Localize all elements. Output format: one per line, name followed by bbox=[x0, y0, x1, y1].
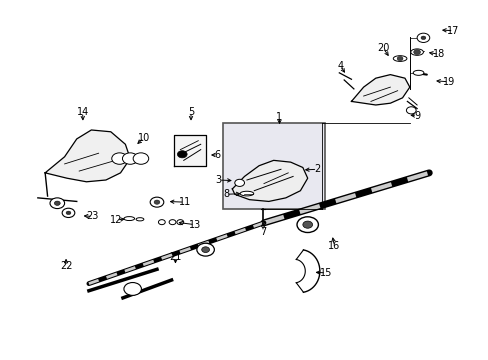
Polygon shape bbox=[174, 135, 205, 166]
Circle shape bbox=[158, 220, 165, 225]
Text: 19: 19 bbox=[442, 77, 454, 87]
Circle shape bbox=[420, 36, 425, 40]
Text: 8: 8 bbox=[223, 189, 228, 199]
Circle shape bbox=[112, 153, 127, 164]
Circle shape bbox=[296, 217, 318, 233]
Text: 10: 10 bbox=[138, 133, 150, 143]
Circle shape bbox=[133, 153, 148, 164]
Text: 1: 1 bbox=[276, 112, 282, 122]
Circle shape bbox=[302, 221, 312, 228]
Ellipse shape bbox=[240, 191, 253, 196]
Ellipse shape bbox=[123, 217, 134, 221]
Ellipse shape bbox=[412, 70, 423, 75]
Circle shape bbox=[197, 243, 214, 256]
Bar bbox=[222, 123, 324, 208]
Text: 13: 13 bbox=[188, 220, 201, 230]
Text: 11: 11 bbox=[178, 197, 190, 207]
Text: 23: 23 bbox=[86, 211, 99, 221]
Circle shape bbox=[396, 57, 402, 61]
Circle shape bbox=[154, 200, 160, 204]
Polygon shape bbox=[45, 130, 130, 182]
Text: 15: 15 bbox=[319, 268, 332, 278]
Ellipse shape bbox=[136, 218, 143, 221]
Ellipse shape bbox=[410, 49, 423, 55]
Text: 12: 12 bbox=[110, 215, 122, 225]
Circle shape bbox=[54, 201, 60, 205]
Polygon shape bbox=[351, 75, 409, 105]
Text: 7: 7 bbox=[259, 227, 265, 237]
Text: 3: 3 bbox=[215, 175, 222, 185]
Circle shape bbox=[406, 107, 415, 114]
Circle shape bbox=[123, 283, 141, 296]
Circle shape bbox=[201, 247, 209, 252]
Circle shape bbox=[177, 151, 187, 158]
Text: 6: 6 bbox=[214, 150, 221, 160]
Text: 18: 18 bbox=[432, 49, 444, 59]
Text: 5: 5 bbox=[187, 107, 194, 117]
Text: 17: 17 bbox=[447, 26, 459, 36]
Text: 16: 16 bbox=[327, 241, 340, 251]
Circle shape bbox=[169, 220, 176, 225]
Circle shape bbox=[416, 33, 429, 42]
Circle shape bbox=[122, 153, 138, 164]
Circle shape bbox=[50, 198, 64, 208]
Ellipse shape bbox=[392, 56, 406, 62]
Text: 4: 4 bbox=[337, 61, 343, 71]
Text: 22: 22 bbox=[60, 261, 72, 271]
Circle shape bbox=[62, 208, 75, 217]
Text: 20: 20 bbox=[376, 43, 388, 53]
Text: 2: 2 bbox=[314, 164, 320, 174]
Text: 9: 9 bbox=[413, 111, 419, 121]
Circle shape bbox=[234, 179, 244, 186]
Circle shape bbox=[413, 50, 420, 55]
Text: 21: 21 bbox=[169, 252, 181, 262]
Circle shape bbox=[150, 197, 163, 207]
Circle shape bbox=[66, 211, 71, 215]
Circle shape bbox=[177, 220, 183, 225]
Text: 14: 14 bbox=[76, 107, 88, 117]
Polygon shape bbox=[232, 160, 307, 202]
